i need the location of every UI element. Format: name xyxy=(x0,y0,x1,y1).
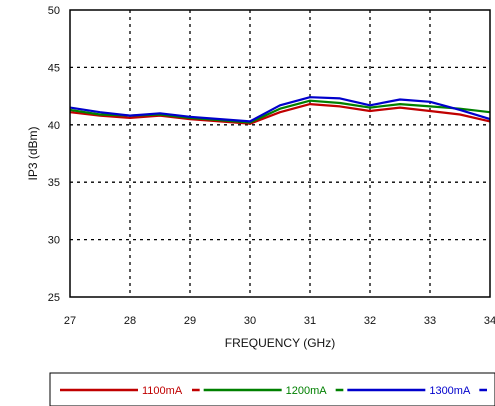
y-tick-label: 30 xyxy=(48,235,60,247)
x-tick-label: 29 xyxy=(184,315,196,327)
grid-lines xyxy=(70,10,490,297)
y-tick-label: 25 xyxy=(48,292,60,304)
x-axis-ticks: 27 28 29 30 31 32 33 34 xyxy=(64,315,495,327)
x-tick-label: 33 xyxy=(424,315,436,327)
x-tick-label: 28 xyxy=(124,315,136,327)
legend-label-1200mA: 1200mA xyxy=(286,385,328,397)
y-axis-ticks: 25 30 35 40 45 50 xyxy=(48,5,60,304)
legend-label-1300mA: 1300mA xyxy=(429,385,471,397)
x-tick-label: 27 xyxy=(64,315,76,327)
y-tick-label: 45 xyxy=(48,62,60,74)
y-axis-label: IP3 (dBm) xyxy=(26,126,40,180)
x-tick-label: 32 xyxy=(364,315,376,327)
x-axis-label: FREQUENCY (GHz) xyxy=(225,336,335,350)
y-tick-label: 35 xyxy=(48,177,60,189)
x-tick-label: 31 xyxy=(304,315,316,327)
plot-frame xyxy=(70,10,490,297)
x-tick-label: 30 xyxy=(244,315,256,327)
x-tick-label: 34 xyxy=(484,315,495,327)
y-tick-label: 50 xyxy=(48,5,60,17)
y-tick-label: 40 xyxy=(48,120,60,132)
legend-label-1100mA: 1100mA xyxy=(142,385,183,397)
series-lines xyxy=(70,97,490,124)
